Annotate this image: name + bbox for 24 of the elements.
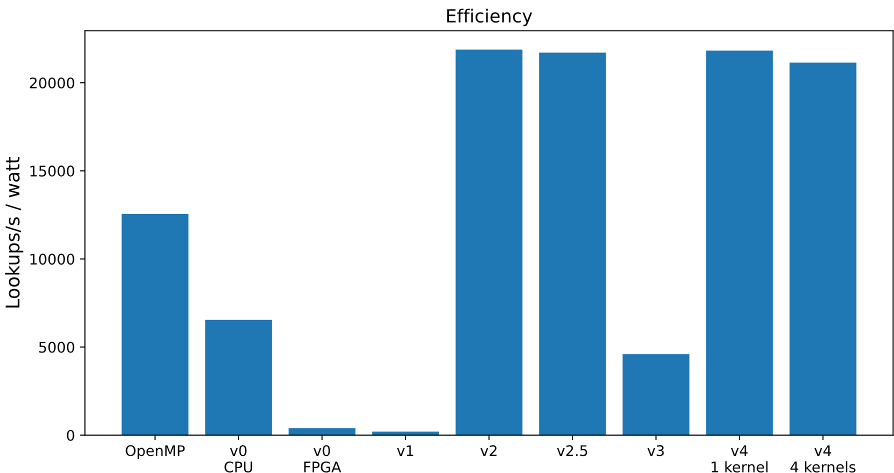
- bar: [205, 320, 272, 436]
- y-tick-label: 5000: [39, 342, 74, 353]
- y-tick-label: 0: [66, 430, 74, 441]
- x-tick-label: v0 FPGA: [304, 445, 342, 472]
- bar: [622, 354, 690, 436]
- bar: [288, 428, 356, 436]
- bar: [790, 62, 856, 436]
- x-tick-label: v0 CPU: [224, 445, 252, 472]
- bar: [706, 50, 773, 436]
- x-tick-label: OpenMP: [126, 445, 185, 459]
- x-tick-label: v4 1 kernel: [712, 445, 768, 472]
- bar: [456, 50, 522, 436]
- x-tick-label: v4 4 kernels: [790, 445, 856, 472]
- x-tick-label: v2: [480, 445, 497, 456]
- bar: [539, 52, 606, 436]
- x-tick-label: v3: [647, 445, 664, 456]
- x-tick-label: v1: [397, 445, 414, 456]
- y-axis-title: Lookups/s / watt: [5, 157, 24, 308]
- x-tick-label: v2.5: [557, 445, 588, 456]
- y-tick-label: 20000: [30, 77, 74, 88]
- y-tick-label: 15000: [30, 166, 74, 177]
- y-tick-label: 10000: [30, 254, 74, 265]
- chart-title: Efficiency: [447, 8, 532, 26]
- bar: [122, 214, 188, 436]
